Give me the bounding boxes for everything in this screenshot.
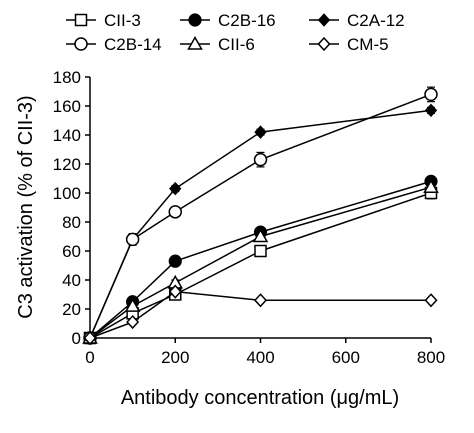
x-axis-label: Antibody concentration (μg/mL) <box>121 387 399 409</box>
legend-marker <box>74 13 88 27</box>
legend-marker <box>317 13 331 27</box>
y-tick-label: 40 <box>62 271 81 290</box>
data-point <box>253 152 268 167</box>
ticks: 0 20 40 60 80 100 120 140 160 180 0 200 400 600 800 <box>53 68 446 367</box>
legend-label: CII-3 <box>104 11 141 30</box>
y-tick-label: 140 <box>53 126 81 145</box>
legend-item: C2A-12 <box>309 11 405 30</box>
series-group <box>82 86 439 346</box>
y-tick-label: 60 <box>62 242 81 261</box>
data-point <box>254 125 267 139</box>
y-tick-label: 160 <box>53 97 81 116</box>
legend-item: C2B-16 <box>180 11 276 30</box>
data-point <box>168 254 182 268</box>
y-tick-label: 180 <box>53 68 81 87</box>
legend-label: CM-5 <box>347 35 389 54</box>
data-point <box>126 314 140 330</box>
legend-item: CII-3 <box>66 11 141 30</box>
x-tick-label: 800 <box>417 348 445 367</box>
legend: CII-3 C2B-16 C2A-12 C2B-14 CII-6 CM-5 <box>66 11 405 54</box>
data-point <box>253 293 268 308</box>
legend-label: CII-6 <box>218 35 255 54</box>
y-tick-label: 0 <box>72 329 81 348</box>
legend-label: C2A-12 <box>347 11 405 30</box>
y-tick-label: 20 <box>62 300 81 319</box>
data-point <box>252 228 269 243</box>
y-tick-label: 100 <box>53 184 81 203</box>
data-point <box>124 298 141 312</box>
legend-item: CM-5 <box>309 35 389 54</box>
data-point <box>169 181 182 196</box>
y-tick-label: 80 <box>62 213 81 232</box>
x-tick-label: 600 <box>332 348 360 367</box>
series-cm-5 <box>83 284 438 346</box>
data-point <box>125 232 140 247</box>
data-point <box>423 179 439 193</box>
x-tick-label: 200 <box>161 348 189 367</box>
legend-label: C2B-14 <box>104 35 162 54</box>
y-axis-label: C3 activation (% of CII-3) <box>15 95 37 318</box>
data-point <box>424 293 438 308</box>
x-tick-label: 400 <box>246 348 274 367</box>
legend-marker <box>187 35 203 50</box>
legend-marker <box>74 37 88 51</box>
legend-item: CII-6 <box>180 35 255 54</box>
data-point <box>83 330 97 346</box>
x-tick-label: 0 <box>85 348 94 367</box>
data-point <box>424 103 438 118</box>
y-tick-label: 120 <box>53 155 81 174</box>
data-point <box>168 205 182 219</box>
legend-label: C2B-16 <box>218 11 276 30</box>
legend-marker <box>317 36 331 52</box>
legend-marker <box>188 13 202 27</box>
data-point <box>168 284 182 299</box>
data-point <box>254 244 267 258</box>
legend-item: C2B-14 <box>66 35 162 54</box>
series-line <box>89 180 432 339</box>
data-point <box>424 87 438 102</box>
